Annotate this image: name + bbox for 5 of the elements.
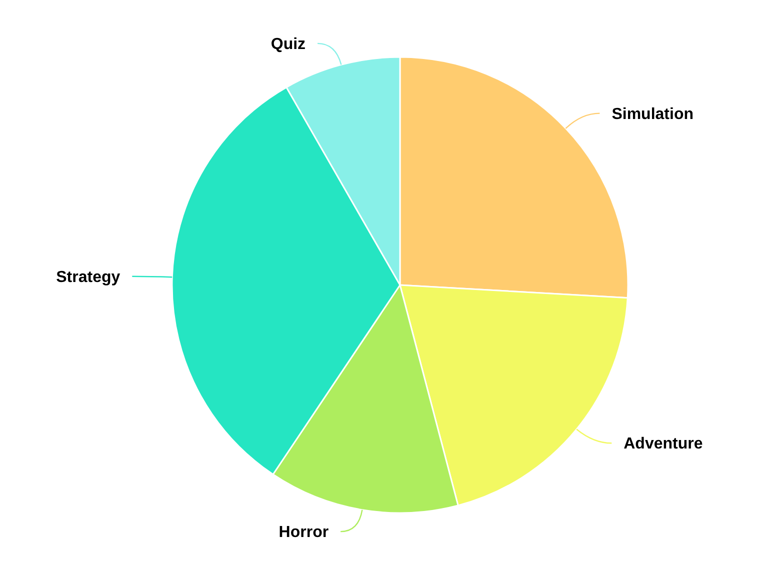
slice-label: Simulation [612,106,694,123]
slice-label: Horror [278,524,329,542]
slice-label: Quiz [270,36,306,54]
slice-label: Strategy [56,268,120,286]
slice-label: Adventure [624,436,703,453]
